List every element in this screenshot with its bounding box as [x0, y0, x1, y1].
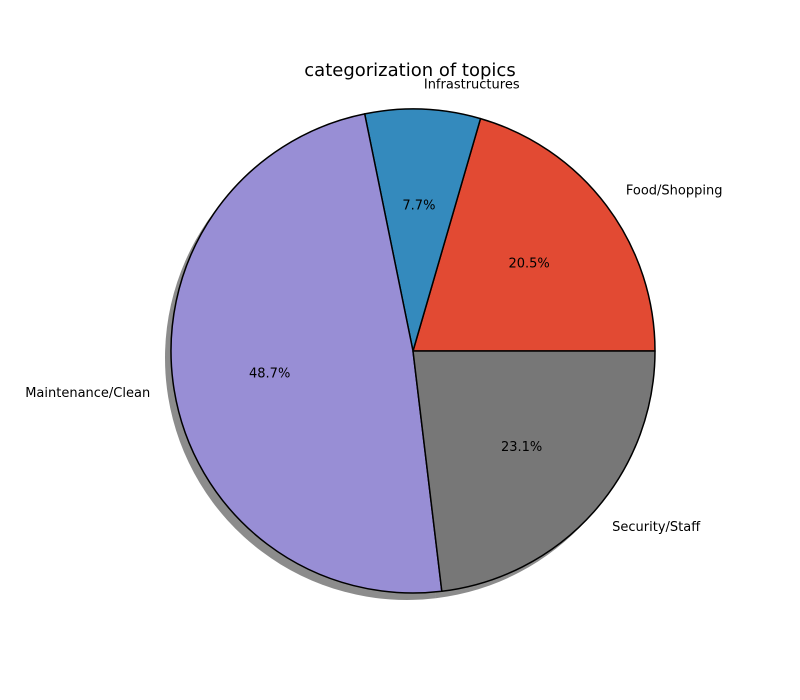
pie-slice-food-shopping: [412, 117, 656, 352]
chart-title: categorization of topics: [304, 60, 515, 81]
slice-label-infrastructures: Infrastructures: [424, 78, 520, 93]
slice-label-maintenance-clean: Maintenance/Clean: [25, 386, 150, 401]
slice-percent-maintenance-clean: 48.7%: [249, 367, 290, 382]
slice-percent-infrastructures: 7.7%: [402, 198, 435, 213]
pie-labels: Food/Shopping 20.5% Infrastructures 7.7% Mai…: [25, 78, 722, 536]
pie-slices: [170, 108, 656, 594]
slice-percent-security-staff: 23.1%: [501, 440, 542, 455]
pie-slice-maintenance-clean: [170, 113, 443, 594]
slice-label-security-staff: Security/Staff: [612, 520, 701, 535]
pie-slice-infrastructures: [363, 108, 482, 352]
slice-label-food-shopping: Food/Shopping: [626, 184, 723, 199]
pie-slice-security-staff: [412, 350, 656, 593]
slice-percent-food-shopping: 20.5%: [508, 256, 549, 271]
